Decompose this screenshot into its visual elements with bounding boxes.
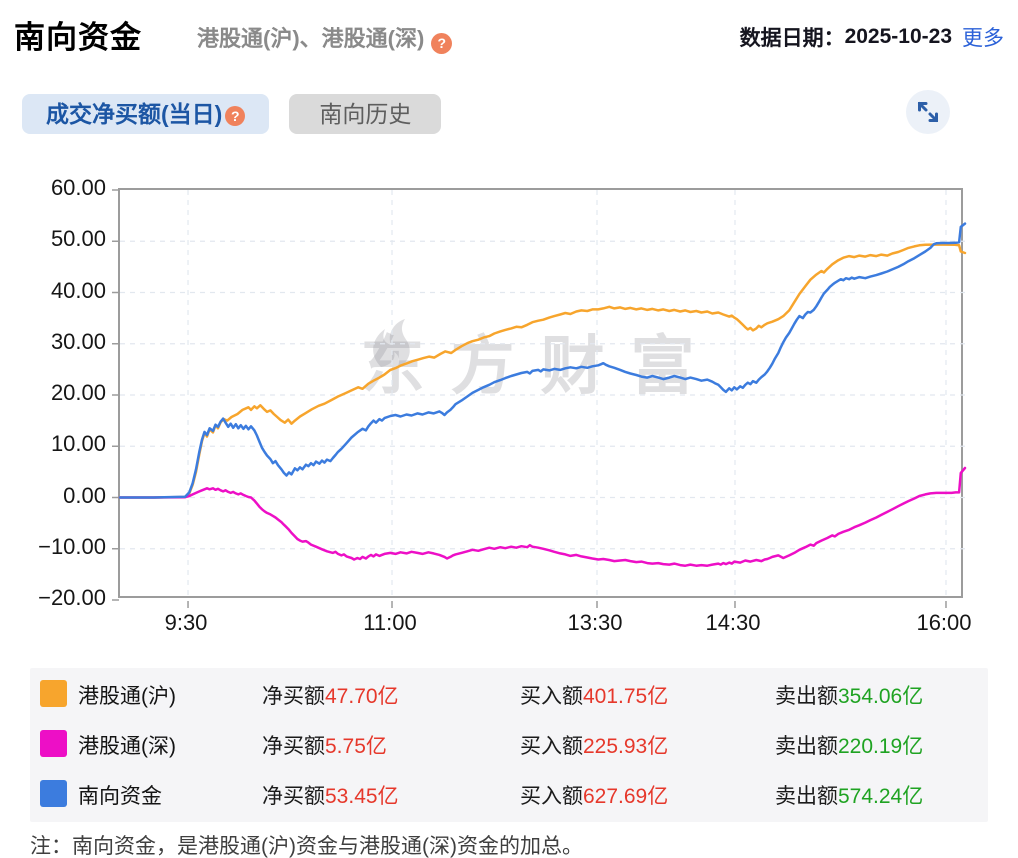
buy-amount: 买入额225.93亿: [520, 730, 668, 760]
legend-row-hk-sz: 港股通(深) 净买额5.75亿 买入额225.93亿 卖出额220.19亿: [30, 719, 988, 769]
header-right: 数据日期： 2025-10-23 更多: [740, 22, 1004, 52]
buy-label: 买入额: [520, 685, 583, 708]
net-buy-value: 5.75亿: [325, 735, 387, 758]
y-axis-tick-label: 60.00: [50, 175, 106, 200]
series-swatch-magenta: [40, 730, 67, 757]
y-axis-tick-label: 0.00: [63, 482, 106, 508]
buy-label: 买入额: [520, 785, 583, 808]
legend-row-hk-sh: 港股通(沪) 净买额47.70亿 买入额401.75亿 卖出额354.06亿: [30, 669, 988, 719]
series-swatch-blue: [40, 780, 67, 807]
sell-value: 354.06亿: [838, 685, 924, 708]
series-line-1: [118, 466, 967, 567]
y-axis-tick-label: 40.00: [50, 277, 106, 303]
buy-amount: 买入额627.69亿: [520, 780, 668, 810]
page-subtitle: 港股通(沪)、港股通(深)?: [197, 21, 453, 54]
sell-value: 220.19亿: [838, 735, 924, 758]
buy-value: 401.75亿: [583, 685, 669, 708]
y-axis-tick-label: −20.00: [38, 585, 106, 610]
tab-net-buy-today-label: 成交净买额(当日): [46, 101, 223, 127]
tab-southbound-history[interactable]: 南向历史: [289, 94, 442, 134]
series-line-0: [118, 243, 967, 499]
buy-amount: 买入额401.75亿: [520, 680, 668, 710]
y-axis-tick-label: 30.00: [50, 328, 106, 354]
net-buy-label: 净买额: [262, 685, 325, 708]
series-name: 南向资金: [78, 785, 162, 808]
chart-tabs: 成交净买额(当日)? 南向历史: [22, 94, 442, 134]
sell-amount: 卖出额354.06亿: [775, 680, 923, 710]
net-buy-amount: 净买额5.75亿: [262, 730, 387, 760]
net-buy-label: 净买额: [262, 785, 325, 808]
legend-row-south-total: 南向资金 净买额53.45亿 买入额627.69亿 卖出额574.24亿: [30, 769, 988, 819]
x-axis: 9:30 11:00 13:30 14:30 16:00: [118, 610, 972, 638]
x-axis-tick-label: 14:30: [705, 610, 761, 635]
net-buy-amount: 净买额53.45亿: [262, 780, 399, 810]
sell-label: 卖出额: [775, 685, 838, 708]
net-buy-label: 净买额: [262, 735, 325, 758]
sell-amount: 卖出额220.19亿: [775, 730, 923, 760]
x-axis-tick-label: 13:30: [567, 610, 623, 635]
expand-arrows-icon: [918, 102, 938, 122]
tab-help-icon[interactable]: ?: [225, 106, 246, 126]
buy-label: 买入额: [520, 735, 583, 758]
net-buy-amount: 净买额47.70亿: [262, 680, 399, 710]
series-name: 港股通(深): [78, 735, 176, 758]
subtitle-text: 港股通(沪)、港股通(深): [197, 26, 425, 51]
sell-label: 卖出额: [775, 735, 838, 758]
y-axis-tick-label: 10.00: [50, 431, 106, 457]
x-axis-tick-label: 9:30: [164, 610, 208, 635]
expand-button[interactable]: [906, 90, 950, 134]
chart-plot-area[interactable]: 东方财富: [112, 188, 967, 608]
y-axis-tick-label: 50.00: [50, 226, 106, 252]
buy-value: 225.93亿: [583, 735, 669, 758]
tab-southbound-history-label: 南向历史: [319, 101, 412, 127]
help-icon[interactable]: ?: [431, 32, 453, 54]
y-axis-tick-label: −10.00: [38, 533, 106, 559]
sell-label: 卖出额: [775, 785, 838, 808]
page-title: 南向资金: [14, 20, 142, 55]
net-buy-value: 47.70亿: [325, 685, 399, 708]
legend-panel: 港股通(沪) 净买额47.70亿 买入额401.75亿 卖出额354.06亿 港…: [30, 668, 988, 822]
y-axis-tick-label: 20.00: [50, 380, 106, 405]
footnote: 注：南向资金，是港股通(沪)资金与港股通(深)资金的加总。: [30, 835, 583, 858]
series-name: 港股通(沪): [78, 685, 176, 708]
series-swatch-orange: [40, 680, 67, 707]
sell-value: 574.24亿: [838, 785, 924, 808]
more-link[interactable]: 更多: [962, 27, 1004, 50]
x-axis-tick-label: 11:00: [363, 610, 417, 635]
sell-amount: 卖出额574.24亿: [775, 780, 923, 810]
buy-value: 627.69亿: [583, 785, 669, 808]
line-chart: [112, 189, 967, 608]
data-date-label: 数据日期：: [739, 27, 845, 50]
x-axis-tick-label: 16:00: [916, 610, 972, 635]
tab-net-buy-today[interactable]: 成交净买额(当日)?: [22, 94, 270, 134]
data-date-value: 2025-10-23: [844, 25, 952, 48]
net-buy-value: 53.45亿: [325, 785, 399, 808]
series-line-2: [118, 222, 967, 499]
y-axis: 60.00 50.00 40.00 30.00 20.00 10.00 0.00 −10.00…: [0, 175, 106, 610]
